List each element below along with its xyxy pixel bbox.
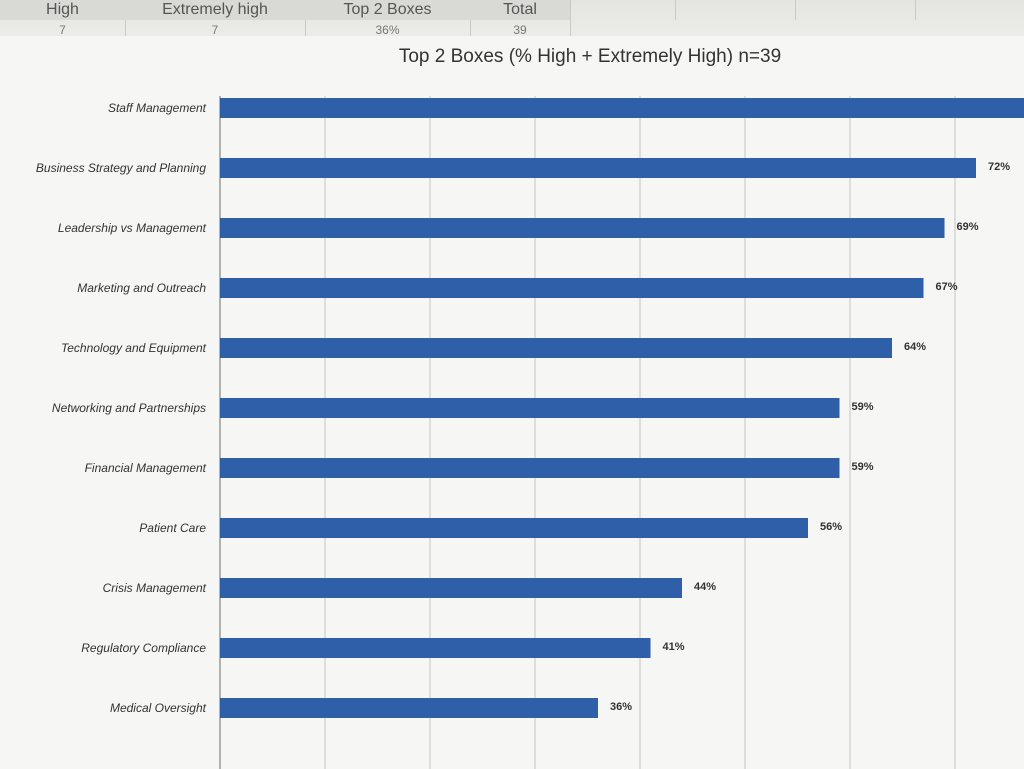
sheet-header-total[interactable]: Total <box>470 0 571 20</box>
value-label: 44% <box>694 581 716 593</box>
value-label: 56% <box>820 521 842 533</box>
sheet-cell-high[interactable]: 7 <box>0 20 126 40</box>
category-label: Financial Management <box>85 461 207 475</box>
bar <box>220 338 892 358</box>
bars <box>220 98 1024 718</box>
spreadsheet-strip: High Extremely high Top 2 Boxes Total 7 … <box>0 0 1024 41</box>
sheet-header-top2[interactable]: Top 2 Boxes <box>305 0 471 20</box>
category-label: Patient Care <box>139 521 206 535</box>
bar <box>220 218 945 238</box>
category-label: Marketing and Outreach <box>77 281 206 295</box>
bar <box>220 398 840 418</box>
bar <box>220 578 682 598</box>
value-label: 36% <box>610 701 632 713</box>
chart-title: Top 2 Boxes (% High + Extremely High) n=… <box>399 46 781 67</box>
bar <box>220 458 840 478</box>
category-label: Medical Oversight <box>110 701 207 715</box>
sheet-cell-total[interactable]: 39 <box>470 20 571 40</box>
category-label: Staff Management <box>108 101 207 115</box>
category-label: Leadership vs Management <box>58 221 207 235</box>
sheet-cell-extremely-high[interactable]: 7 <box>125 20 306 40</box>
category-label: Crisis Management <box>103 581 207 595</box>
category-label: Networking and Partnerships <box>52 401 206 415</box>
value-label: 64% <box>904 341 926 353</box>
sheet-cell-top2[interactable]: 36% <box>305 20 471 40</box>
bar <box>220 98 1024 118</box>
value-label: 67% <box>936 281 958 293</box>
category-label: Technology and Equipment <box>61 341 207 355</box>
value-label: 59% <box>852 461 874 473</box>
sheet-empty-cell[interactable] <box>675 0 796 20</box>
bar <box>220 638 651 658</box>
value-label: 59% <box>852 401 874 413</box>
bar <box>220 278 924 298</box>
category-labels: Staff Management Business Strategy and Pl… <box>36 101 207 715</box>
bar <box>220 698 598 718</box>
value-label: 72% <box>988 161 1010 173</box>
sheet-empty-cell[interactable] <box>570 0 676 20</box>
value-label: 41% <box>663 641 685 653</box>
bar <box>220 518 808 538</box>
sheet-header-extremely-high[interactable]: Extremely high <box>125 0 306 20</box>
bar-chart: Top 2 Boxes (% High + Extremely High) n=… <box>0 36 1024 769</box>
value-labels: 72% 69% 67% 64% 59% 59% 56% 44% 41% 36% <box>610 161 1010 713</box>
sheet-empty-cell[interactable] <box>795 0 916 20</box>
sheet-header-high[interactable]: High <box>0 0 126 20</box>
category-label: Regulatory Compliance <box>81 641 206 655</box>
bar <box>220 158 976 178</box>
value-label: 69% <box>957 221 979 233</box>
category-label: Business Strategy and Planning <box>36 161 206 175</box>
